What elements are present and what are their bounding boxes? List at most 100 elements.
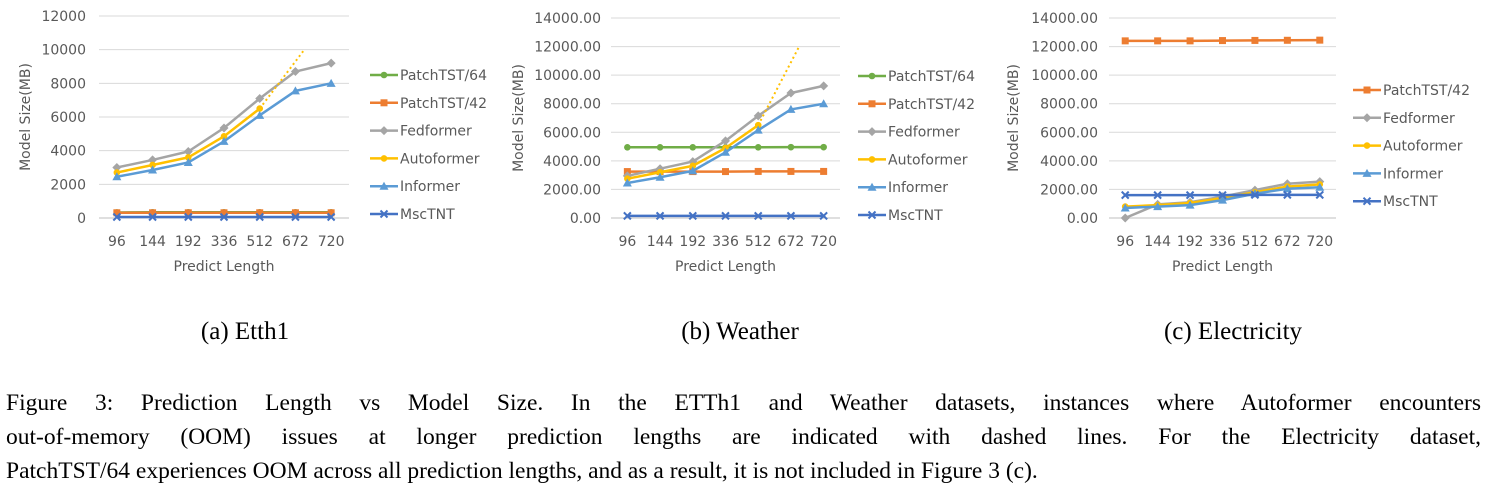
legend-entry: PatchTST/42 (1353, 83, 1470, 99)
data-point (1251, 36, 1259, 44)
chart-etth1: 0 2000 4000 6000 8000 10000 12000 96 144 192 336 51… (0, 0, 495, 300)
legend-marker (1362, 196, 1372, 206)
legend-entry: MscTNT (370, 207, 455, 223)
legend-marker (379, 126, 389, 136)
y-tick-label: 10000.00 (1031, 68, 1098, 84)
data-point (754, 167, 762, 175)
legend-marker (868, 156, 876, 163)
legend-label: MscTNT (1383, 194, 1438, 210)
legend-entry: PatchTST/64 (858, 69, 975, 85)
y-tick-label: 12000 (41, 9, 86, 25)
data-point (688, 166, 698, 175)
y-tick-label: 8000.00 (543, 97, 601, 113)
data-point (112, 212, 122, 222)
legend-entry: Fedformer (858, 125, 960, 141)
y-tick-label: 2000.00 (543, 182, 601, 198)
x-tick-label: 144 (1144, 234, 1171, 250)
data-point (219, 123, 229, 133)
series-line (627, 84, 824, 178)
legend-entry: PatchTST/42 (370, 96, 487, 112)
caption-line-3: PatchTST/64 experiences OOM across all p… (6, 458, 1038, 484)
data-point (753, 125, 763, 134)
data-point (148, 212, 157, 222)
legend-label: Informer (888, 180, 948, 196)
subcaption-weather: (b) Weather (681, 318, 799, 345)
data-point (1121, 37, 1129, 45)
data-point (820, 143, 827, 151)
chart-weather-svg: 0.00 2000.00 4000.00 6000.00 8000.00 10000.00… (511, 11, 975, 275)
legend-entry: Autoformer (1353, 139, 1463, 155)
data-point (721, 136, 730, 146)
x-tick-label: 336 (211, 234, 238, 250)
data-point (256, 105, 264, 112)
data-point (1121, 190, 1130, 200)
legend-label: Fedformer (400, 124, 472, 140)
data-point (255, 212, 264, 222)
data-point (754, 121, 762, 129)
x-tick-label: 512 (246, 234, 273, 250)
legend-label: PatchTST/42 (888, 97, 975, 113)
legend-label: MscTNT (888, 208, 943, 224)
data-point (183, 157, 193, 166)
data-point (819, 99, 829, 108)
legend-entry: Autoformer (858, 152, 968, 168)
data-point (1185, 200, 1195, 209)
y-tick-label: 6000 (50, 110, 86, 126)
x-tick-label: 144 (647, 234, 674, 250)
data-point (184, 209, 192, 217)
series-autoformer (113, 49, 306, 176)
data-point (148, 155, 158, 165)
series-fedformer (112, 58, 336, 172)
data-point (183, 147, 193, 157)
data-point (326, 58, 336, 68)
legend-marker (867, 127, 877, 137)
data-point (1218, 190, 1227, 200)
data-point (1316, 36, 1324, 44)
oom-dashed-line (757, 46, 800, 126)
data-point (787, 167, 795, 175)
x-tick-label: 96 (1116, 234, 1134, 250)
legend-marker (867, 182, 877, 191)
legend-marker (1362, 113, 1372, 123)
data-point (327, 209, 335, 217)
data-point (1153, 190, 1162, 200)
legend-marker (868, 100, 876, 108)
data-point (1186, 37, 1194, 45)
x-tick-label: 720 (810, 234, 837, 250)
data-point (113, 209, 121, 217)
x-axis-label: Predict Length (174, 259, 275, 275)
data-point (655, 211, 665, 221)
legend-label: Informer (400, 179, 460, 195)
data-point (1282, 184, 1292, 193)
legend-entry: PatchTST/42 (858, 97, 975, 113)
data-point (1185, 190, 1195, 200)
y-tick-label: 8000.00 (1040, 97, 1098, 113)
legend-entry: MscTNT (1353, 194, 1438, 210)
x-tick-label: 672 (282, 234, 309, 250)
y-tick-label: 12000.00 (1031, 40, 1098, 56)
legend-entry: MscTNT (858, 208, 943, 224)
series-fedformer (622, 81, 829, 181)
legend-label: Autoformer (1383, 139, 1463, 155)
legend-label: PatchTST/42 (400, 96, 487, 112)
legend-marker (380, 99, 388, 107)
data-point (819, 211, 828, 221)
x-tick-label: 96 (618, 234, 636, 250)
y-tick-label: 4000.00 (1040, 154, 1098, 170)
data-point (148, 165, 158, 174)
legend-entry: Informer (1353, 166, 1443, 182)
data-point (819, 81, 829, 91)
data-point (721, 147, 730, 156)
subcaption-electricity: (c) Electricity (1163, 318, 1303, 345)
legend-label: PatchTST/42 (1383, 83, 1470, 99)
legend-entry: Autoformer (370, 151, 480, 167)
legend-marker (1363, 86, 1371, 94)
x-tick-label: 192 (1177, 234, 1204, 250)
data-point (1283, 36, 1291, 44)
y-axis-label: Model Size(MB) (18, 63, 34, 171)
data-point (1153, 202, 1163, 211)
data-point (656, 168, 664, 176)
caption-line-1: Figure 3: Prediction Length vs Model Siz… (6, 390, 1481, 416)
legend-entry: Fedformer (1353, 111, 1455, 127)
data-point (624, 143, 631, 151)
